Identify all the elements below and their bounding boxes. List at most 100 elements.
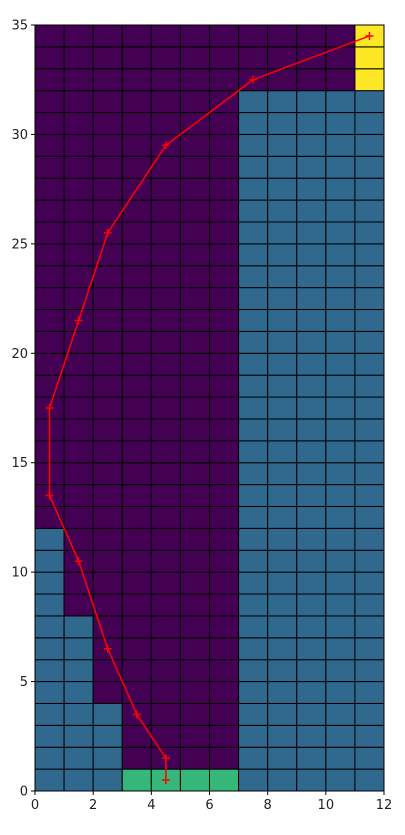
grid-cell bbox=[267, 681, 298, 704]
grid-cell bbox=[179, 330, 211, 354]
grid-cell bbox=[34, 746, 65, 770]
grid-cell bbox=[92, 571, 123, 595]
grid-cell bbox=[34, 702, 65, 726]
grid-cell bbox=[92, 702, 123, 726]
grid-cell bbox=[296, 199, 327, 223]
grid-cell bbox=[209, 133, 240, 157]
grid-cell bbox=[296, 221, 327, 245]
grid-cell bbox=[34, 768, 65, 792]
grid-cell bbox=[34, 133, 65, 157]
grid-cell bbox=[209, 505, 240, 529]
grid-cell bbox=[150, 396, 181, 420]
grid-cell bbox=[34, 571, 65, 595]
grid-cell bbox=[354, 637, 385, 661]
grid-cell bbox=[267, 221, 298, 245]
grid-cell bbox=[325, 484, 356, 507]
grid-cell bbox=[325, 505, 356, 529]
grid-cell bbox=[209, 659, 240, 683]
grid-cell bbox=[325, 90, 356, 114]
grid-cell bbox=[209, 527, 240, 551]
grid-cell bbox=[63, 112, 94, 135]
grid-cell bbox=[325, 527, 356, 551]
grid-cell bbox=[325, 330, 356, 354]
grid-cell bbox=[34, 265, 65, 289]
grid-cell bbox=[150, 702, 181, 726]
grid-cell bbox=[296, 440, 327, 464]
grid-cell bbox=[179, 352, 211, 376]
grid-cell bbox=[354, 418, 385, 442]
grid-cell bbox=[238, 90, 269, 114]
grid-cell bbox=[92, 330, 123, 354]
grid-cell bbox=[267, 155, 298, 179]
grid-cell bbox=[238, 155, 269, 179]
grid-cell bbox=[354, 724, 385, 748]
grid-cell bbox=[150, 418, 181, 442]
grid-cell bbox=[92, 724, 123, 748]
grid-cell bbox=[63, 90, 94, 114]
grid-cell bbox=[179, 724, 211, 748]
grid-cell bbox=[209, 199, 240, 223]
grid-cell bbox=[150, 659, 181, 683]
grid-cell bbox=[121, 549, 152, 573]
x-tick-label: 6 bbox=[205, 798, 213, 813]
grid-cell bbox=[325, 221, 356, 245]
grid-cell bbox=[267, 527, 298, 551]
grid-cell bbox=[209, 571, 240, 595]
grid-cell bbox=[267, 637, 298, 661]
grid-cell bbox=[325, 352, 356, 376]
grid-cell bbox=[238, 505, 269, 529]
grid-cell bbox=[92, 549, 123, 573]
grid-cell bbox=[179, 309, 211, 332]
grid-cell bbox=[325, 462, 356, 486]
grid-cell bbox=[34, 549, 65, 573]
grid-cell bbox=[238, 265, 269, 289]
grid-cell bbox=[34, 243, 65, 267]
grid-cell bbox=[354, 112, 385, 135]
grid-cell bbox=[63, 593, 94, 617]
grid-cell bbox=[63, 724, 94, 748]
grid-cell bbox=[354, 46, 385, 70]
grid-cell bbox=[325, 615, 356, 639]
grid-cell bbox=[92, 155, 123, 179]
grid-cell bbox=[209, 177, 240, 201]
grid-cell bbox=[34, 287, 65, 311]
grid-cell bbox=[179, 287, 211, 311]
grid-cell bbox=[63, 199, 94, 223]
grid-cell bbox=[121, 68, 152, 92]
grid-cell bbox=[238, 396, 269, 420]
grid-cell bbox=[325, 177, 356, 201]
grid-cell bbox=[238, 484, 269, 507]
grid-cell bbox=[354, 484, 385, 507]
grid-cell bbox=[179, 199, 211, 223]
grid-cell bbox=[354, 243, 385, 267]
grid-cell bbox=[238, 418, 269, 442]
grid-cell bbox=[238, 462, 269, 486]
grid-cell bbox=[34, 46, 65, 70]
grid-cell bbox=[63, 46, 94, 70]
grid-cell bbox=[354, 265, 385, 289]
grid-cell bbox=[267, 309, 298, 332]
grid-cell bbox=[238, 199, 269, 223]
grid-cell bbox=[150, 374, 181, 398]
grid-cell bbox=[238, 374, 269, 398]
grid-cell bbox=[354, 702, 385, 726]
grid-cell bbox=[267, 265, 298, 289]
y-tick-label: 25 bbox=[11, 237, 28, 252]
grid-cell bbox=[354, 768, 385, 792]
grid-cell bbox=[354, 505, 385, 529]
grid-cell bbox=[267, 243, 298, 267]
grid-cell bbox=[325, 155, 356, 179]
grid-cell bbox=[267, 24, 298, 48]
grid-cell bbox=[325, 440, 356, 464]
grid-cell bbox=[325, 374, 356, 398]
grid-cell bbox=[267, 287, 298, 311]
grid-cell bbox=[34, 527, 65, 551]
grid-cell bbox=[296, 527, 327, 551]
grid-cell bbox=[267, 133, 298, 157]
y-tick-label: 30 bbox=[11, 128, 28, 143]
grid-cell bbox=[121, 571, 152, 595]
grid-cell bbox=[238, 330, 269, 354]
grid-cell bbox=[150, 287, 181, 311]
y-tick-label: 35 bbox=[11, 19, 28, 34]
grid-cell bbox=[296, 287, 327, 311]
